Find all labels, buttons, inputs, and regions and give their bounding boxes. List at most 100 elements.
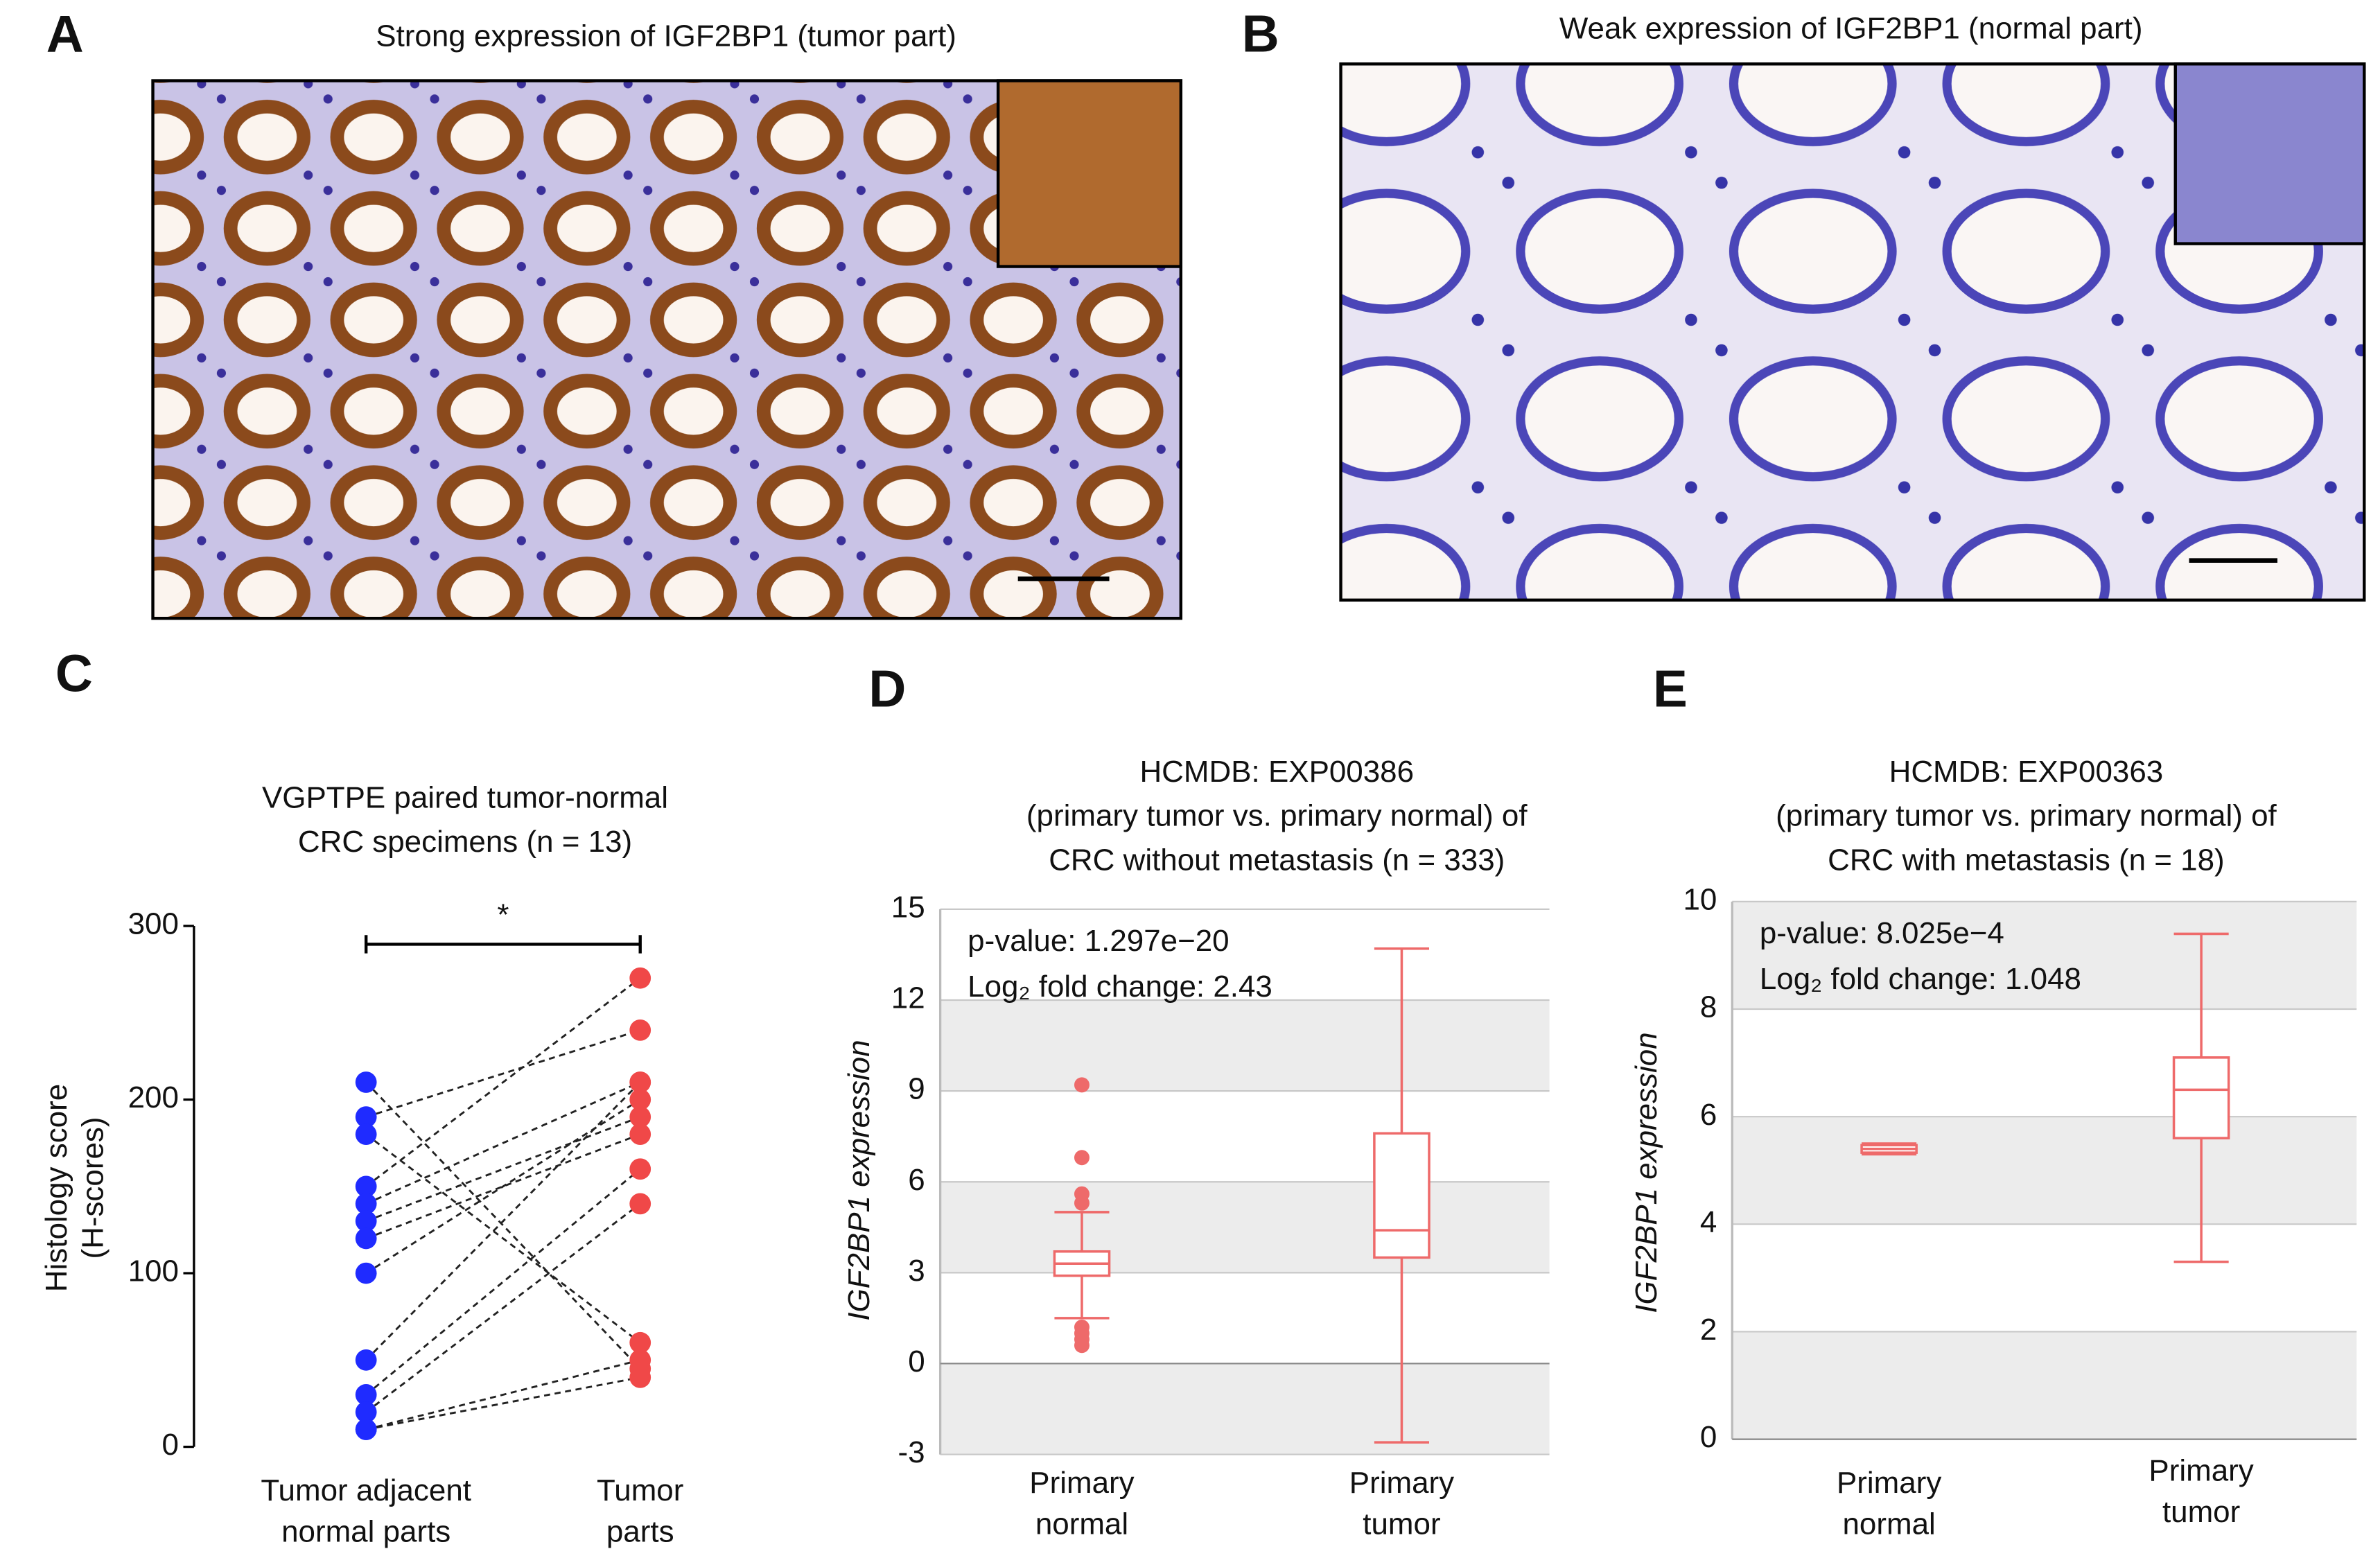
image-title: Strong expression of IGF2BP1 (tumor part… bbox=[376, 19, 956, 53]
chart-title: CRC specimens (n = 13) bbox=[298, 825, 632, 859]
panel-a bbox=[151, 79, 1183, 620]
x-tick-label: Tumor adjacent bbox=[261, 1473, 471, 1507]
pair-line bbox=[365, 1168, 641, 1396]
annotation: Log₂ fold change: 1.048 bbox=[1760, 962, 2081, 996]
y-tick-label: 300 bbox=[128, 907, 179, 941]
y-tick-label: 6 bbox=[1700, 1098, 1717, 1132]
x-tick-label: Tumor bbox=[597, 1473, 683, 1507]
point bbox=[355, 1123, 377, 1146]
panel-label: B bbox=[1242, 5, 1279, 63]
x-tick-label: Primary bbox=[1837, 1466, 1941, 1500]
pair-line bbox=[365, 1116, 641, 1223]
x-tick-label: Primary bbox=[1029, 1466, 1134, 1500]
point bbox=[629, 1193, 651, 1215]
y-tick-label: 3 bbox=[908, 1254, 925, 1288]
point bbox=[629, 1349, 651, 1371]
y-axis-label: (H-scores) bbox=[76, 1117, 110, 1259]
pair-line bbox=[365, 1358, 641, 1430]
band bbox=[1732, 1117, 2357, 1225]
x-tick-label: tumor bbox=[1363, 1507, 1440, 1541]
x-tick-label: normal parts bbox=[281, 1514, 450, 1548]
point bbox=[355, 1175, 377, 1198]
point bbox=[629, 1071, 651, 1093]
pair-line bbox=[365, 1081, 641, 1205]
inset bbox=[2173, 62, 2366, 245]
pair-line bbox=[365, 1081, 641, 1369]
chart-title: VGPTPE paired tumor-normal bbox=[262, 780, 668, 814]
point bbox=[629, 1123, 651, 1146]
point bbox=[629, 1366, 651, 1388]
y-axis-label: IGF2BP1 expression bbox=[1629, 1032, 1663, 1313]
outlier bbox=[1074, 1150, 1090, 1166]
point bbox=[355, 1106, 377, 1128]
y-tick-label: 0 bbox=[161, 1428, 178, 1462]
y-tick-label: 15 bbox=[891, 890, 925, 924]
pair-line bbox=[365, 1081, 641, 1361]
band bbox=[1732, 1331, 2357, 1439]
y-tick-label: 9 bbox=[908, 1072, 925, 1106]
band bbox=[1732, 901, 2357, 1010]
point bbox=[629, 1089, 651, 1110]
image-title: Weak expression of IGF2BP1 (normal part) bbox=[1559, 12, 2143, 46]
chart-title: (primary tumor vs. primary normal) of bbox=[1026, 799, 1528, 833]
point bbox=[355, 1071, 377, 1093]
x-tick-label: Primary bbox=[2149, 1454, 2253, 1488]
y-tick-label: 0 bbox=[908, 1345, 925, 1378]
y-axis-label: Histology score bbox=[40, 1084, 73, 1292]
point bbox=[629, 1158, 651, 1180]
annotation: Log₂ fold change: 2.43 bbox=[968, 970, 1272, 1004]
chart-title: HCMDB: EXP00386 bbox=[1139, 755, 1414, 789]
y-tick-label: 6 bbox=[908, 1163, 925, 1197]
y-tick-label: 4 bbox=[1700, 1205, 1717, 1239]
y-tick-label: 200 bbox=[128, 1080, 179, 1114]
point bbox=[629, 1019, 651, 1041]
y-tick-label: 100 bbox=[128, 1254, 179, 1288]
chart-title: HCMDB: EXP00363 bbox=[1889, 755, 2164, 789]
pair-line bbox=[365, 1202, 641, 1413]
y-axis-label: IGF2BP1 expression bbox=[842, 1040, 876, 1320]
panel-label: E bbox=[1653, 660, 1688, 718]
point bbox=[355, 1384, 377, 1406]
annotation: p-value: 8.025e−4 bbox=[1760, 916, 2004, 950]
point bbox=[629, 1331, 651, 1354]
y-tick-label: 8 bbox=[1700, 990, 1717, 1024]
point bbox=[355, 1227, 377, 1250]
x-tick-label: parts bbox=[606, 1514, 674, 1548]
y-tick-label: -3 bbox=[898, 1435, 925, 1469]
chart-title: CRC without metastasis (n = 333) bbox=[1049, 843, 1505, 877]
outlier bbox=[1074, 1338, 1090, 1354]
significance-label: * bbox=[497, 898, 509, 931]
pair-line bbox=[365, 1029, 641, 1118]
annotation: p-value: 1.297e−20 bbox=[968, 924, 1229, 958]
band bbox=[940, 1182, 1550, 1273]
y-tick-label: 2 bbox=[1700, 1313, 1717, 1347]
panel-label: C bbox=[55, 645, 93, 703]
x-tick-label: normal bbox=[1842, 1507, 1935, 1541]
point bbox=[355, 1401, 377, 1423]
band bbox=[940, 1363, 1550, 1455]
point bbox=[355, 1419, 377, 1440]
panel-b bbox=[1339, 62, 2366, 602]
point bbox=[629, 967, 651, 989]
x-tick-label: tumor bbox=[2162, 1495, 2240, 1529]
point bbox=[355, 1193, 377, 1215]
box bbox=[2172, 1056, 2230, 1139]
x-tick-label: normal bbox=[1035, 1507, 1128, 1541]
y-tick-label: 12 bbox=[891, 981, 925, 1015]
pair-line bbox=[365, 1133, 641, 1344]
point bbox=[629, 1106, 651, 1128]
panel-label: A bbox=[46, 5, 84, 63]
y-tick-label: 10 bbox=[1683, 883, 1717, 917]
chart-title: CRC with metastasis (n = 18) bbox=[1828, 843, 2225, 877]
band bbox=[940, 999, 1550, 1092]
chart-title: (primary tumor vs. primary normal) of bbox=[1776, 799, 2277, 833]
box bbox=[1373, 1132, 1430, 1259]
pair-line bbox=[365, 1376, 640, 1430]
point bbox=[355, 1349, 377, 1371]
inset bbox=[996, 79, 1183, 268]
y-tick-label: 0 bbox=[1700, 1420, 1717, 1454]
x-tick-label: Primary bbox=[1349, 1466, 1454, 1500]
point bbox=[355, 1210, 377, 1232]
outlier bbox=[1074, 1195, 1090, 1211]
